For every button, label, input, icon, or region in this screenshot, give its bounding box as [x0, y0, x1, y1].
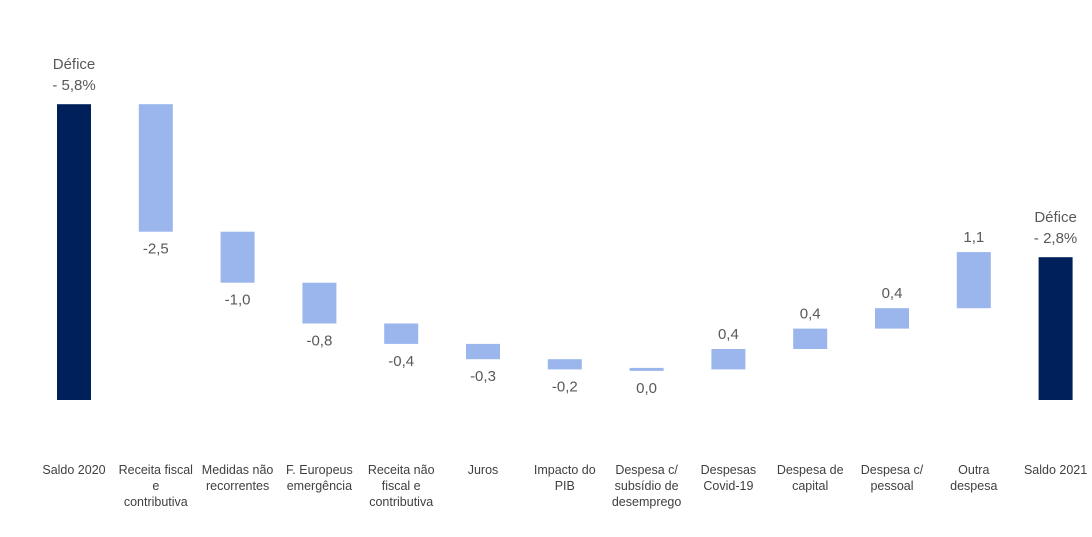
- category-label-2: Medidas não recorrentes: [201, 463, 274, 493]
- category-label-4: Receita não fiscal e contributiva: [367, 463, 435, 509]
- category-label-0: Saldo 2020: [42, 463, 106, 477]
- bar-3: [302, 282, 337, 324]
- total-caption-0: Défice: [53, 56, 96, 73]
- category-label-5: Juros: [467, 463, 499, 477]
- data-label-12: - 2,8%: [1034, 230, 1077, 247]
- bar-5: [466, 343, 500, 360]
- data-label-11: 1,1: [963, 229, 984, 246]
- data-label-3: -0,8: [306, 333, 332, 350]
- bar-1: [138, 104, 173, 232]
- data-label-6: -0,2: [552, 378, 578, 395]
- bar-2: [220, 231, 255, 283]
- total-caption-12: Défice: [1034, 209, 1077, 226]
- category-label-11: Outra despesa: [950, 463, 998, 493]
- data-label-4: -0,4: [388, 353, 414, 370]
- bar-6: [547, 359, 582, 370]
- data-label-1: -2,5: [143, 241, 169, 258]
- bar-12: [1038, 257, 1073, 400]
- data-label-0: - 5,8%: [52, 77, 95, 94]
- category-label-7: Despesa c/subsídio de desemprego: [611, 463, 682, 509]
- bar-0: [57, 104, 91, 400]
- data-label-2: -1,0: [225, 292, 251, 309]
- category-label-3: F. Europeus emergência: [286, 463, 353, 493]
- category-label-10: Despesa c/pessoal: [860, 463, 924, 493]
- category-label-6: Impacto do PIB: [533, 463, 596, 493]
- data-label-9: 0,4: [800, 306, 821, 323]
- bar-10: [875, 308, 909, 329]
- data-label-5: -0,3: [470, 368, 496, 385]
- category-label-12: Saldo 2021: [1023, 463, 1088, 477]
- bar-9: [793, 328, 828, 349]
- category-label-8: Despesas Covid-19: [700, 463, 757, 493]
- bar-8: [711, 349, 746, 370]
- bar-7: [629, 367, 664, 371]
- data-label-8: 0,4: [718, 326, 739, 343]
- bar-4: [384, 323, 419, 344]
- data-label-7: 0,0: [636, 380, 657, 397]
- category-label-1: Receita fiscal e contributiva: [118, 463, 193, 509]
- category-label-9: Despesa de capital: [776, 463, 844, 493]
- bar-11: [956, 252, 991, 309]
- data-label-10: 0,4: [882, 285, 903, 302]
